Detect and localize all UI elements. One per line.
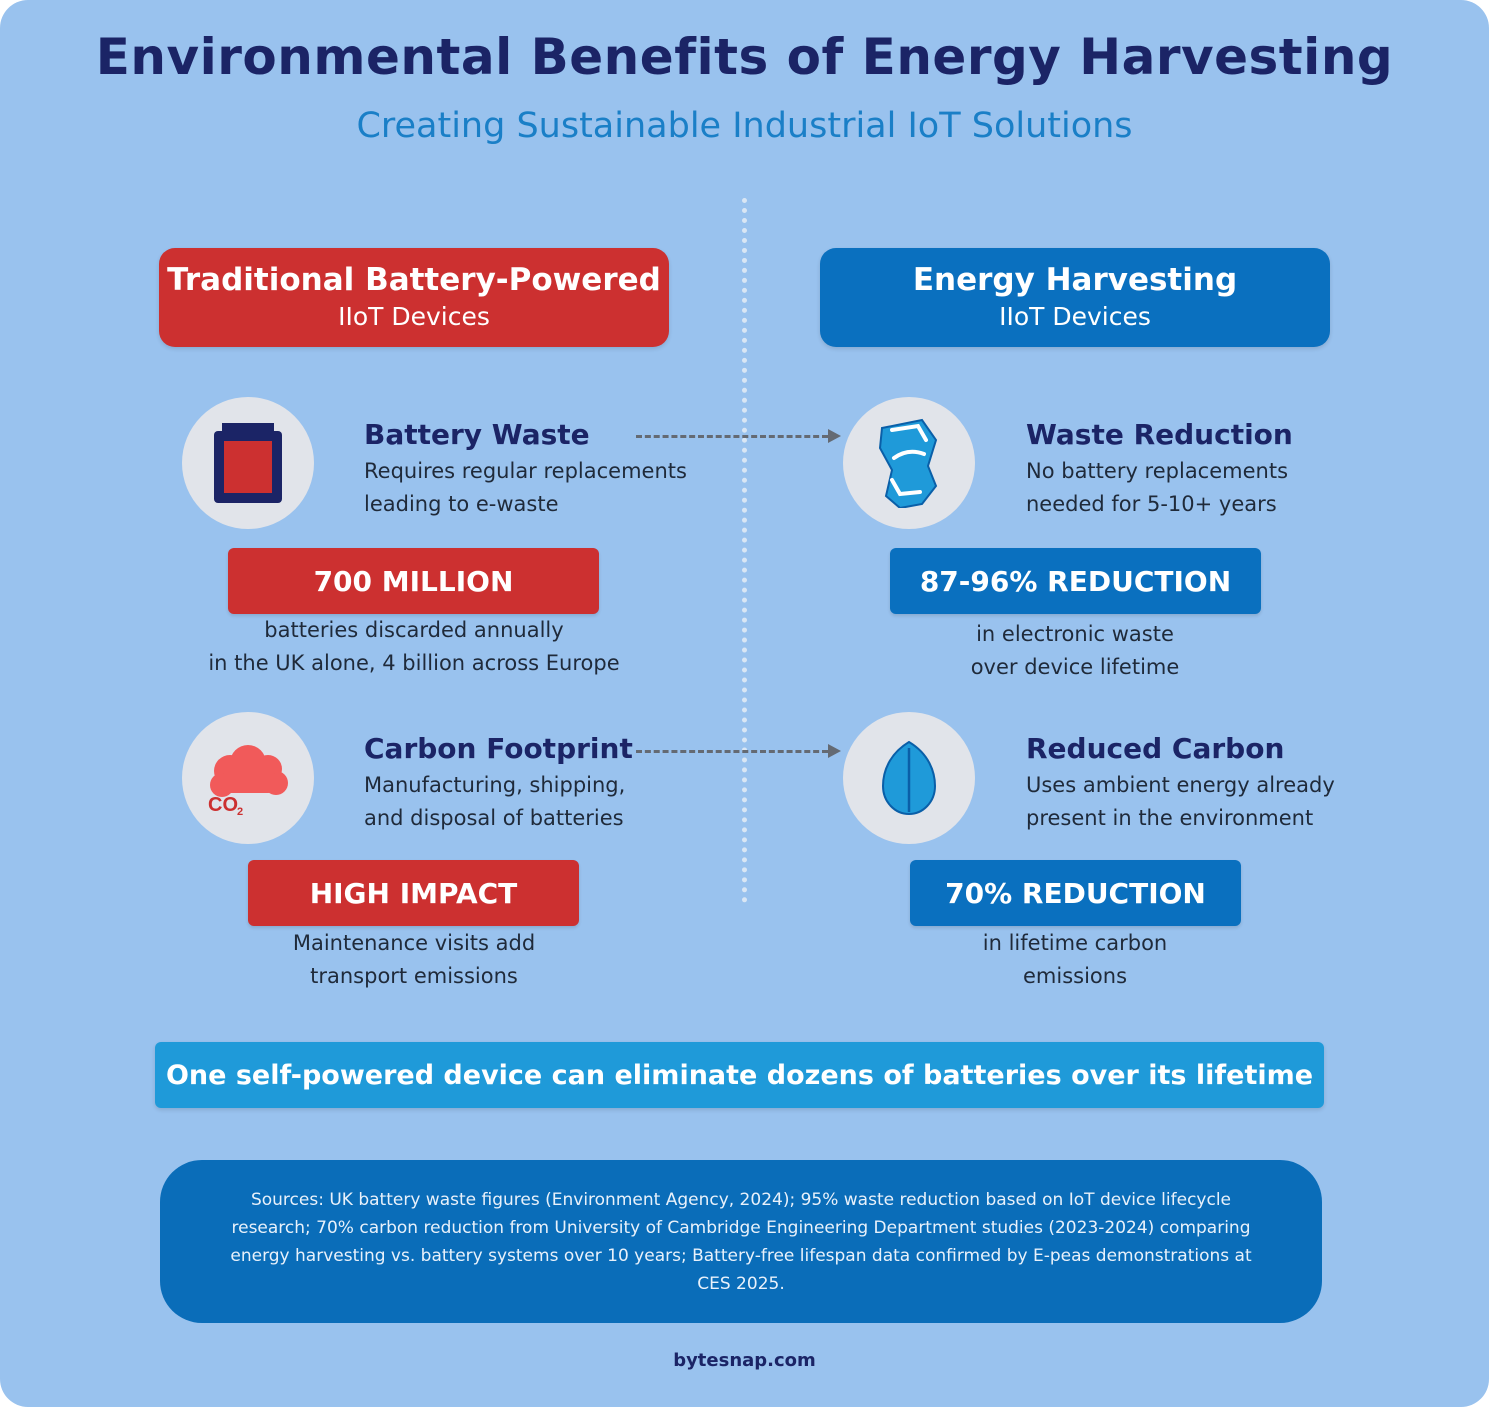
battery-waste-stat-text-2: in the UK alone, 4 billion across Europe xyxy=(208,651,620,675)
carbon-footprint-stat-text-2: transport emissions xyxy=(310,964,518,988)
battery-icon xyxy=(214,423,282,503)
co2-cloud-icon: CO 2 xyxy=(208,745,288,815)
carbon-footprint-desc-1: Manufacturing, shipping, xyxy=(364,773,626,797)
carbon-footprint-desc-2: and disposal of batteries xyxy=(364,806,624,830)
traditional-header: Traditional Battery-Powered IIoT Devices xyxy=(159,248,669,347)
harvesting-header: Energy Harvesting IIoT Devices xyxy=(820,248,1330,347)
co2-label: CO xyxy=(208,794,238,815)
recycle-icon xyxy=(878,418,938,508)
arrow-head-1 xyxy=(828,429,841,443)
sources-box: Sources: UK battery waste figures (Envir… xyxy=(160,1160,1322,1323)
battery-waste-title: Battery Waste xyxy=(364,418,590,451)
waste-reduction-title: Waste Reduction xyxy=(1026,418,1293,451)
arrow-head-2 xyxy=(828,744,841,758)
arrow-line-1 xyxy=(636,435,828,438)
waste-reduction-desc-1: No battery replacements xyxy=(1026,459,1289,483)
key-message-banner: One self-powered device can eliminate do… xyxy=(155,1042,1324,1108)
footer-website: bytesnap.com xyxy=(673,1350,816,1371)
battery-waste-desc-1: Requires regular replacements xyxy=(364,459,687,483)
page-subtitle: Creating Sustainable Industrial IoT Solu… xyxy=(356,106,1133,146)
reduced-carbon-desc-2: present in the environment xyxy=(1026,806,1314,830)
reduced-carbon-desc-1: Uses ambient energy already xyxy=(1026,773,1335,797)
waste-reduction-icon-circle xyxy=(843,397,975,529)
carbon-footprint-stat: HIGH IMPACT xyxy=(248,860,579,926)
waste-reduction-stat: 87-96% REDUCTION xyxy=(890,548,1261,614)
waste-reduction-desc-2: needed for 5-10+ years xyxy=(1026,492,1277,516)
leaf-icon xyxy=(881,740,937,816)
reduced-carbon-stat-text-1: in lifetime carbon xyxy=(982,931,1168,955)
reduced-carbon-title: Reduced Carbon xyxy=(1026,732,1285,765)
page-title: Environmental Benefits of Energy Harvest… xyxy=(95,28,1394,86)
arrow-line-2 xyxy=(636,750,828,753)
column-divider xyxy=(742,198,747,903)
reduced-carbon-icon-circle xyxy=(843,712,975,844)
traditional-header-title: Traditional Battery-Powered xyxy=(167,262,661,298)
waste-reduction-stat-text-2: over device lifetime xyxy=(970,655,1180,679)
battery-waste-stat: 700 MILLION xyxy=(228,548,599,614)
harvesting-header-title: Energy Harvesting xyxy=(912,262,1238,298)
sources-text: Sources: UK battery waste figures (Envir… xyxy=(230,1189,1252,1294)
battery-waste-stat-text-1: batteries discarded annually xyxy=(264,618,564,642)
battery-waste-desc-2: leading to e-waste xyxy=(364,492,559,516)
reduced-carbon-stat-text-2: emissions xyxy=(1022,964,1128,988)
carbon-footprint-icon-circle: CO 2 xyxy=(182,712,314,844)
carbon-footprint-stat-text-1: Maintenance visits add xyxy=(292,931,536,955)
carbon-footprint-title: Carbon Footprint xyxy=(364,732,633,765)
co2-subscript: 2 xyxy=(237,806,243,815)
harvesting-header-subtitle: IIoT Devices xyxy=(999,302,1151,331)
reduced-carbon-stat: 70% REDUCTION xyxy=(910,860,1241,926)
battery-waste-icon-circle xyxy=(182,397,314,529)
traditional-header-subtitle: IIoT Devices xyxy=(338,302,490,331)
waste-reduction-stat-text-1: in electronic waste xyxy=(976,622,1174,646)
